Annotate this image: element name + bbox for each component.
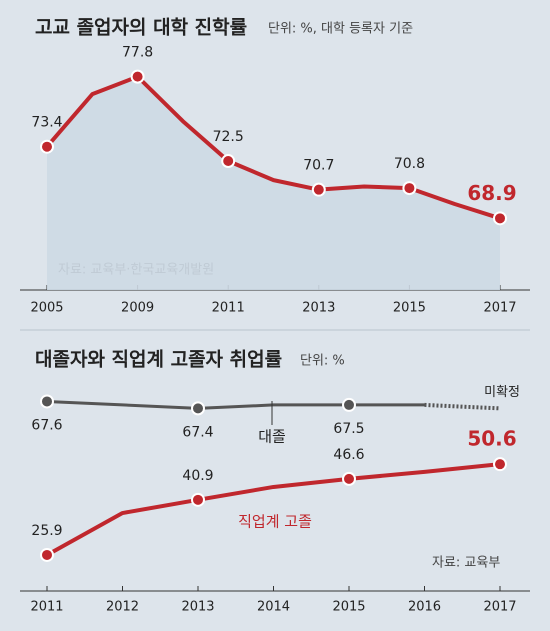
series-label: 직업계 고졸 — [238, 513, 312, 531]
x-tick-label: 2014 — [257, 600, 290, 615]
value-label: 72.5 — [213, 129, 244, 145]
line — [46, 462, 501, 557]
x-tick-label: 2017 — [483, 600, 516, 615]
value-label: 46.6 — [333, 447, 364, 463]
x-tick-label: 2011 — [212, 301, 245, 316]
x-tick-label: 2015 — [393, 301, 426, 316]
point — [191, 492, 205, 507]
value-label-highlight: 68.9 — [467, 181, 516, 205]
x-tick-label: 2016 — [408, 600, 441, 615]
x-tick-label: 2005 — [30, 301, 63, 316]
point — [311, 182, 326, 197]
point — [402, 181, 417, 196]
x-tick-label: 2012 — [106, 600, 139, 615]
value-label: 77.8 — [122, 45, 153, 61]
value-label-highlight: 50.6 — [467, 427, 516, 451]
source: 자료: 교육부 — [432, 556, 500, 571]
x-tick-label: 2013 — [181, 600, 214, 615]
line-unconfirmed — [424, 402, 501, 411]
chart-title: 고교 졸업자의 대학 진학률 — [35, 17, 247, 39]
x-tick-label: 2011 — [30, 600, 63, 615]
point — [493, 457, 507, 472]
point — [40, 547, 54, 562]
chart-subtitle: 단위: %, 대학 등록자 기준 — [268, 22, 413, 37]
value-label: 73.4 — [31, 115, 62, 131]
value-label: 25.9 — [31, 523, 62, 539]
line — [45, 74, 501, 221]
line — [46, 399, 425, 410]
value-label: 40.9 — [182, 468, 213, 484]
point — [40, 394, 54, 409]
x-tick-label: 2015 — [332, 600, 365, 615]
point — [191, 401, 205, 416]
point — [40, 139, 54, 154]
point — [342, 397, 356, 412]
x-tick-label: 2017 — [483, 301, 516, 316]
value-label: 67.4 — [182, 424, 213, 440]
chart-title: 대졸자와 직업계 고졸자 취업률 — [35, 349, 282, 371]
point — [493, 211, 507, 226]
x-tick-label: 2013 — [302, 301, 335, 316]
annotation: 미확정 — [484, 385, 520, 400]
chart-subtitle: 단위: % — [300, 354, 345, 369]
value-label: 70.8 — [394, 156, 425, 172]
value-label: 67.6 — [31, 417, 62, 433]
point — [342, 471, 356, 486]
point — [221, 154, 236, 169]
value-label: 67.5 — [333, 421, 364, 437]
series-label: 대졸 — [258, 428, 286, 446]
x-tick-label: 2009 — [121, 301, 154, 316]
value-label: 70.7 — [303, 158, 334, 174]
point — [130, 69, 145, 84]
area — [47, 76, 500, 290]
